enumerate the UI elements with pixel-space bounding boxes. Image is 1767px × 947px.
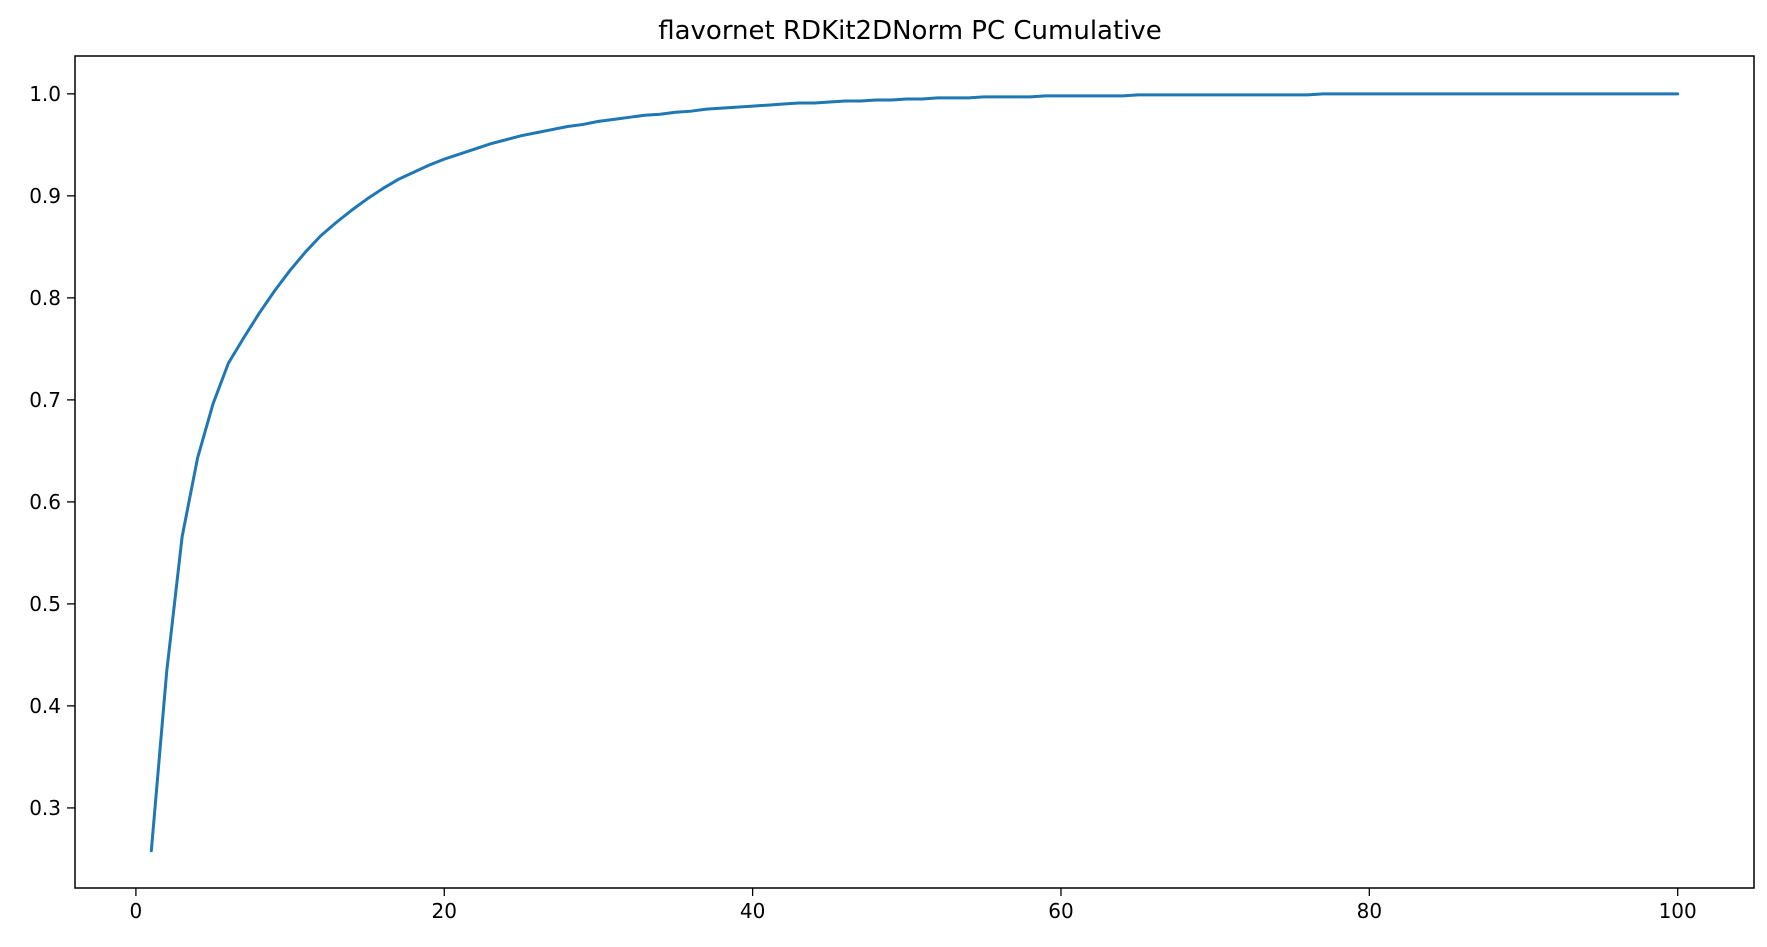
x-tick-label: 40 <box>740 899 765 923</box>
plot-area-frame <box>74 55 1755 889</box>
x-tick-label: 20 <box>432 899 457 923</box>
x-tick-label: 0 <box>130 899 143 923</box>
x-tick-label: 100 <box>1659 899 1697 923</box>
series-layer <box>149 92 1680 853</box>
x-tick-label: 80 <box>1357 899 1382 923</box>
series-line <box>149 92 1680 853</box>
x-tick-label: 60 <box>1048 899 1073 923</box>
y-tick-label: 0.4 <box>29 694 61 718</box>
y-axis: 0.3 0.4 0.5 0.6 0.7 0.8 0.9 1.0 <box>29 82 75 820</box>
y-tick-label: 0.5 <box>29 592 61 616</box>
y-tick-label: 0.6 <box>29 490 61 514</box>
y-tick-label: 0.7 <box>29 388 61 412</box>
x-axis: 0 20 40 60 80 100 <box>130 888 1697 923</box>
y-tick-label: 0.8 <box>29 286 61 310</box>
y-tick-label: 1.0 <box>29 82 61 106</box>
chart-title: flavornet RDKit2DNorm PC Cumulative <box>658 16 1162 46</box>
y-tick-label: 0.3 <box>29 796 61 820</box>
y-tick-label: 0.9 <box>29 184 61 208</box>
